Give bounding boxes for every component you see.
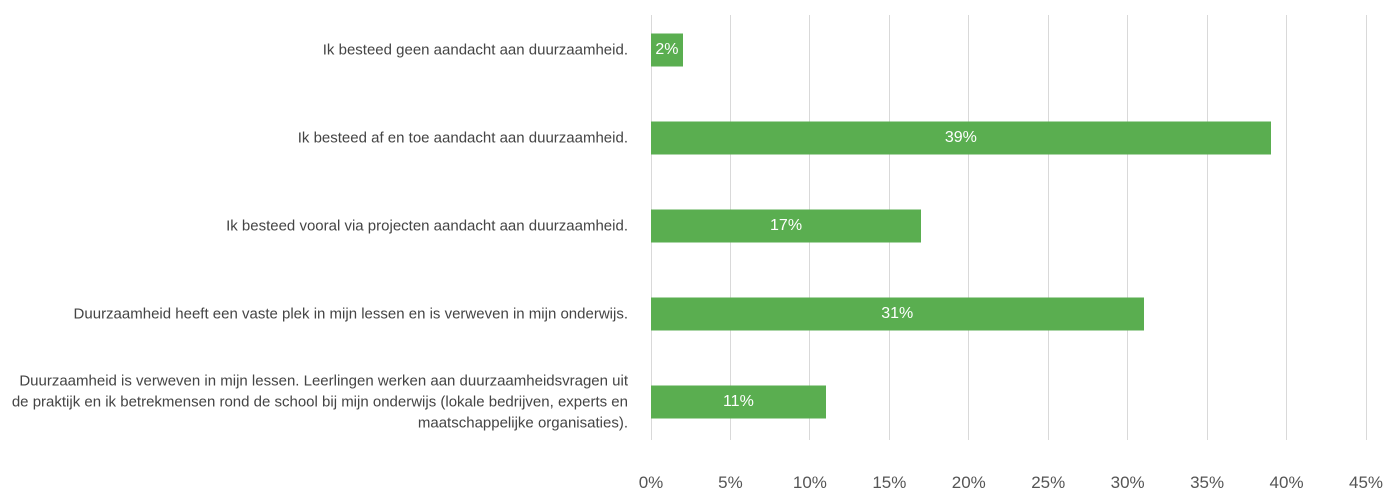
value-label: 2%: [655, 41, 679, 58]
bar: [651, 33, 683, 67]
x-tick-label: 0%: [638, 473, 664, 492]
grid-line: [1047, 15, 1049, 440]
x-tick-label: 15%: [872, 473, 907, 492]
x-tick-label: 45%: [1348, 473, 1384, 492]
x-tick-label: 5%: [718, 473, 743, 492]
x-tick-label: 20%: [951, 473, 986, 492]
grid-line: [1286, 15, 1288, 440]
x-tick-label: 35%: [1190, 473, 1225, 492]
category-label: Duurzaamheid is verweven in mijn lessen.…: [11, 372, 628, 432]
category-label: Duurzaamheid heeft een vaste plek in mij…: [73, 305, 628, 323]
bar: [651, 121, 1271, 155]
x-tick-label: 40%: [1269, 473, 1304, 492]
value-label: 17%: [770, 217, 803, 234]
grid-line: [1127, 15, 1129, 440]
bar: [651, 297, 1144, 331]
grid-line: [1365, 15, 1367, 440]
x-tick-label: 10%: [792, 473, 827, 492]
value-label: 39%: [944, 129, 977, 146]
bar: [651, 385, 826, 419]
x-tick-label: 30%: [1110, 473, 1145, 492]
value-label: 31%: [881, 305, 914, 322]
grid-line: [1206, 15, 1208, 440]
bar: [651, 209, 922, 243]
grid-line: [968, 15, 970, 440]
category-label: Ik besteed vooral via projecten aandacht…: [226, 217, 628, 235]
category-label: Ik besteed geen aandacht aan duurzaamhei…: [322, 41, 628, 59]
value-label: 11%: [722, 393, 754, 410]
category-label: Ik besteed af en toe aandacht aan duurza…: [297, 129, 628, 147]
x-tick-label: 25%: [1031, 473, 1066, 492]
